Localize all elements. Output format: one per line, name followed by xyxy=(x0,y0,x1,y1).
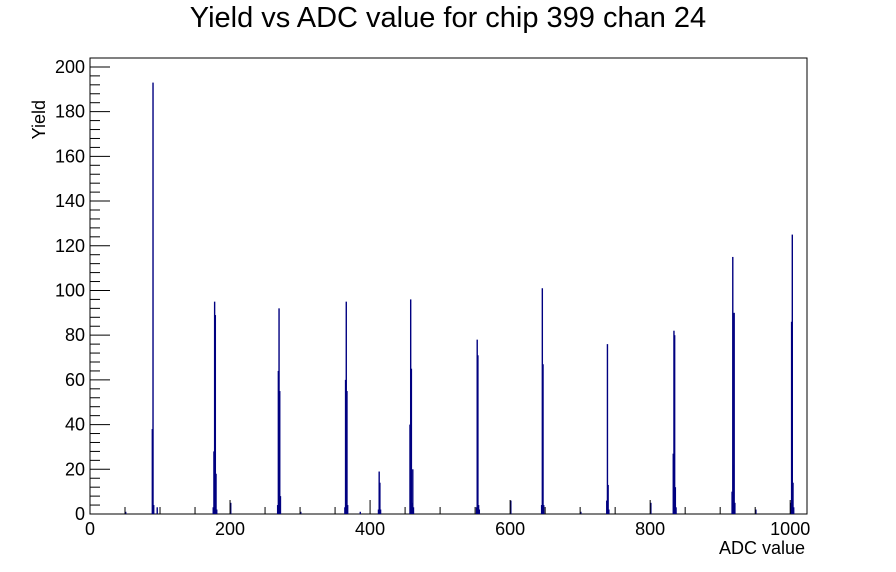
y-tick-label: 0 xyxy=(75,504,85,524)
histogram-bin xyxy=(300,511,302,514)
histogram-bin xyxy=(125,511,127,514)
histogram-bars xyxy=(125,82,795,514)
histogram-bin xyxy=(213,301,216,514)
histogram-bin xyxy=(674,487,677,514)
axis-ticks: 0 200 400 600 800 1000 0 20 40 60 80 100 120 140 160 18… xyxy=(55,57,810,539)
histogram-bin xyxy=(733,312,735,514)
histogram-bin xyxy=(230,502,232,514)
histogram-bin xyxy=(608,509,610,514)
x-tick-label: 800 xyxy=(635,519,665,539)
histogram-bin xyxy=(151,429,154,514)
y-tick-label: 80 xyxy=(65,325,85,345)
plot-frame xyxy=(89,57,808,515)
histogram-bin xyxy=(478,509,481,514)
y-axis-label: Yield xyxy=(29,100,49,139)
histogram-bin xyxy=(279,391,281,514)
histogram-bin xyxy=(510,500,512,514)
histogram-bin xyxy=(412,507,415,514)
y-tick-label: 180 xyxy=(55,102,85,122)
x-tick-label: 600 xyxy=(495,519,525,539)
histogram-bin xyxy=(607,484,609,514)
histogram-bin xyxy=(377,509,380,514)
x-tick-label: 0 xyxy=(85,519,95,539)
histogram-bin xyxy=(734,502,736,514)
x-tick-label: 200 xyxy=(215,519,245,539)
histogram-bin xyxy=(732,256,734,514)
y-tick-label: 40 xyxy=(65,415,85,435)
y-tick-label: 20 xyxy=(65,459,85,479)
y-tick-label: 120 xyxy=(55,236,85,256)
histogram-bin xyxy=(277,370,280,514)
histogram-bin xyxy=(412,469,414,514)
chart-title: Yield vs ADC value for chip 399 chan 24 xyxy=(189,2,707,34)
histogram-bin xyxy=(791,234,793,514)
histogram-bin xyxy=(792,482,794,514)
histogram-bin xyxy=(477,355,479,514)
histogram-bin xyxy=(673,335,676,514)
histogram-bin xyxy=(346,391,348,514)
histogram-bin xyxy=(152,82,154,514)
histogram-bin xyxy=(379,509,382,514)
histogram-bin xyxy=(675,507,677,514)
y-tick-label: 160 xyxy=(55,146,85,166)
y-tick-label: 100 xyxy=(55,280,85,300)
y-tick-label: 200 xyxy=(55,57,85,77)
histogram-bin xyxy=(379,482,381,514)
histogram-bin xyxy=(279,496,282,514)
histogram-bin xyxy=(156,507,158,514)
histogram-bin xyxy=(606,344,609,514)
y-tick-label: 140 xyxy=(55,191,85,211)
histogram-bin xyxy=(215,473,217,514)
histogram-bin xyxy=(216,509,218,514)
x-tick-label: 400 xyxy=(355,519,385,539)
histogram-bin xyxy=(153,505,155,514)
histogram-bin xyxy=(214,315,217,514)
x-tick-label: 1000 xyxy=(770,519,810,539)
histogram-bin xyxy=(755,509,757,514)
histogram-bin xyxy=(346,505,349,514)
y-tick-label: 60 xyxy=(65,370,85,390)
histogram-bin xyxy=(650,502,652,514)
histogram-bin xyxy=(410,368,413,514)
histogram-bin xyxy=(542,364,544,514)
x-axis-label: ADC value xyxy=(719,538,805,558)
histogram-bin xyxy=(359,511,361,514)
histogram-bin xyxy=(580,511,582,514)
histogram-bin xyxy=(793,507,795,514)
histogram-bin xyxy=(543,505,545,514)
